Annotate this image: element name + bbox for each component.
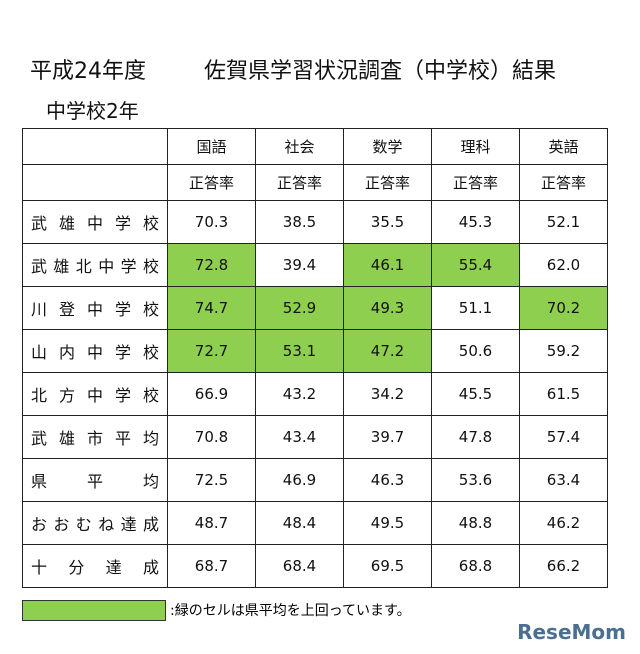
score-cell: 49.3 <box>343 286 432 330</box>
score-cell: 62.0 <box>519 243 608 287</box>
row-label-cell: 県平均 <box>22 458 168 502</box>
score-cell: 45.3 <box>431 200 520 244</box>
metric-header: 正答率 <box>255 164 344 201</box>
score-cell: 48.7 <box>167 501 256 545</box>
legend-text: :緑のセルは県平均を上回っています。 <box>170 603 411 619</box>
score-cell: 51.1 <box>431 286 520 330</box>
score-cell: 47.2 <box>343 329 432 373</box>
score-cell: 48.4 <box>255 501 344 545</box>
score-cell: 45.5 <box>431 372 520 416</box>
row-label-cell: 川登中学校 <box>22 286 168 330</box>
row-label: 武雄中学校 <box>31 214 159 233</box>
score-cell: 72.7 <box>167 329 256 373</box>
score-cell: 53.1 <box>255 329 344 373</box>
results-table: 国語 社会 数学 理科 英語 正答率 正答率 正答率 正答率 正答率 武雄中学校 70.3 38.5 35… <box>22 128 608 588</box>
score-cell: 52.1 <box>519 200 608 244</box>
data-row: 山内中学校 72.7 53.1 47.2 50.6 59.2 <box>22 329 608 373</box>
score-cell: 68.8 <box>431 544 520 588</box>
score-cell: 70.8 <box>167 415 256 459</box>
row-label-cell: 武雄中学校 <box>22 200 168 244</box>
row-label-cell: 武雄市平均 <box>22 415 168 459</box>
data-row: 北方中学校 66.9 43.2 34.2 45.5 61.5 <box>22 372 608 416</box>
score-cell: 72.8 <box>167 243 256 287</box>
score-cell: 53.6 <box>431 458 520 502</box>
title: 佐賀県学習状況調査（中学校）結果 <box>204 59 557 84</box>
score-cell: 69.5 <box>343 544 432 588</box>
data-row: 川登中学校 74.7 52.9 49.3 51.1 70.2 <box>22 286 608 330</box>
subtitle: 中学校2年 <box>46 99 139 123</box>
corner-cell <box>22 164 168 201</box>
row-label-cell: 十分達成 <box>22 544 168 588</box>
data-row: 武雄市平均 70.8 43.4 39.7 47.8 57.4 <box>22 415 608 459</box>
row-label: 山内中学校 <box>31 343 159 362</box>
score-cell: 66.9 <box>167 372 256 416</box>
row-label-cell: 山内中学校 <box>22 329 168 373</box>
score-cell: 57.4 <box>519 415 608 459</box>
year: 平成24年度 <box>30 59 146 84</box>
score-cell: 35.5 <box>343 200 432 244</box>
metric-header: 正答率 <box>343 164 432 201</box>
score-cell: 59.2 <box>519 329 608 373</box>
corner-cell <box>22 128 168 165</box>
score-cell: 68.4 <box>255 544 344 588</box>
metric-row: 正答率 正答率 正答率 正答率 正答率 <box>22 164 608 201</box>
row-label: 北方中学校 <box>31 386 159 405</box>
score-cell: 61.5 <box>519 372 608 416</box>
score-cell: 47.8 <box>431 415 520 459</box>
data-row: 武雄中学校 70.3 38.5 35.5 45.3 52.1 <box>22 200 608 244</box>
header-row: 国語 社会 数学 理科 英語 <box>22 128 608 165</box>
data-row: 県平均 72.5 46.9 46.3 53.6 63.4 <box>22 458 608 502</box>
score-cell: 46.3 <box>343 458 432 502</box>
row-label: 県平均 <box>31 472 159 491</box>
metric-header: 正答率 <box>431 164 520 201</box>
row-label-cell: 武雄北中学校 <box>22 243 168 287</box>
metric-header: 正答率 <box>519 164 608 201</box>
score-cell: 43.2 <box>255 372 344 416</box>
score-cell: 39.7 <box>343 415 432 459</box>
subject-header: 数学 <box>343 128 432 165</box>
score-cell: 50.6 <box>431 329 520 373</box>
legend-swatch <box>22 600 166 621</box>
row-label: おおむね達成 <box>31 515 159 534</box>
row-label: 川登中学校 <box>31 300 159 319</box>
score-cell: 46.1 <box>343 243 432 287</box>
subject-header: 国語 <box>167 128 256 165</box>
data-row: 十分達成 68.7 68.4 69.5 68.8 66.2 <box>22 544 608 588</box>
score-cell: 66.2 <box>519 544 608 588</box>
logo: ReseMom <box>517 620 626 644</box>
score-cell: 70.3 <box>167 200 256 244</box>
score-cell: 46.2 <box>519 501 608 545</box>
score-cell: 63.4 <box>519 458 608 502</box>
subject-header: 理科 <box>431 128 520 165</box>
score-cell: 48.8 <box>431 501 520 545</box>
metric-header: 正答率 <box>167 164 256 201</box>
row-label: 武雄市平均 <box>31 429 159 448</box>
row-label: 十分達成 <box>31 558 159 577</box>
score-cell: 68.7 <box>167 544 256 588</box>
score-cell: 72.5 <box>167 458 256 502</box>
row-label: 武雄北中学校 <box>31 257 159 276</box>
score-cell: 70.2 <box>519 286 608 330</box>
score-cell: 49.5 <box>343 501 432 545</box>
score-cell: 43.4 <box>255 415 344 459</box>
score-cell: 74.7 <box>167 286 256 330</box>
score-cell: 39.4 <box>255 243 344 287</box>
score-cell: 46.9 <box>255 458 344 502</box>
data-row: おおむね達成 48.7 48.4 49.5 48.8 46.2 <box>22 501 608 545</box>
data-row: 武雄北中学校 72.8 39.4 46.1 55.4 62.0 <box>22 243 608 287</box>
row-label-cell: 北方中学校 <box>22 372 168 416</box>
score-cell: 34.2 <box>343 372 432 416</box>
score-cell: 38.5 <box>255 200 344 244</box>
subject-header: 社会 <box>255 128 344 165</box>
subject-header: 英語 <box>519 128 608 165</box>
row-label-cell: おおむね達成 <box>22 501 168 545</box>
score-cell: 52.9 <box>255 286 344 330</box>
score-cell: 55.4 <box>431 243 520 287</box>
